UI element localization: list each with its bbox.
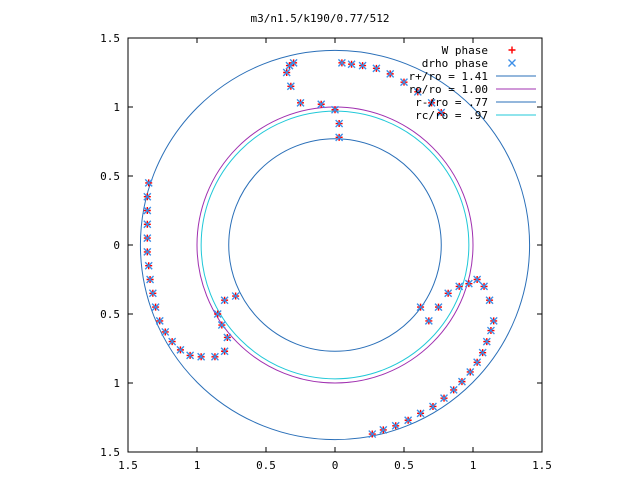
drho-phase-point-0 bbox=[337, 58, 346, 67]
drho-phase-point-56 bbox=[416, 303, 425, 312]
drho-phase-point-5 bbox=[400, 78, 408, 87]
drho-phase-point-42 bbox=[486, 326, 495, 335]
legend-label-0: W phase bbox=[442, 44, 488, 57]
drho-phase-point-31 bbox=[176, 345, 185, 354]
drho-phase-point-16 bbox=[335, 119, 344, 128]
drho-phase-point-20 bbox=[143, 206, 152, 215]
drho-phase-point-1 bbox=[347, 60, 356, 69]
drho-phase-point-12 bbox=[286, 82, 295, 91]
drho-phase-point-25 bbox=[146, 275, 155, 284]
chart-title: m3/n1.5/k190/0.77/512 bbox=[250, 12, 389, 25]
drho-phase-point-33 bbox=[197, 352, 206, 361]
x-tick-label-2: 0.5 bbox=[256, 459, 276, 472]
drho-phase-point-39 bbox=[220, 296, 229, 305]
drho-phase-point-47 bbox=[457, 377, 466, 386]
drho-phase-point-26 bbox=[148, 289, 157, 298]
drho-phase-point-19 bbox=[143, 192, 152, 201]
drho-phase-point-24 bbox=[144, 261, 153, 270]
drho-phase-point-45 bbox=[473, 358, 482, 367]
drho-phase-point-2 bbox=[358, 61, 367, 70]
drho-phase-point-15 bbox=[331, 105, 339, 114]
legend-label-2: r+/ro = 1.41 bbox=[409, 70, 488, 83]
y-tick-label-3: 0 bbox=[113, 239, 120, 252]
drho-phase-point-8 bbox=[437, 108, 446, 117]
drho-phase-point-50 bbox=[428, 402, 437, 411]
drho-phase-point-38 bbox=[213, 310, 222, 318]
y-tick-label-0: 1.5 bbox=[100, 32, 120, 45]
drho-phase-point-11 bbox=[282, 68, 291, 77]
drho-phase-point-63 bbox=[480, 282, 489, 291]
y-tick-label-6: 1.5 bbox=[100, 446, 120, 459]
x-tick-label-5: 1 bbox=[470, 459, 477, 472]
phase-points bbox=[143, 58, 498, 439]
drho-phase-point-54 bbox=[379, 425, 388, 434]
drho-phase-point-7 bbox=[427, 98, 436, 107]
drho-phase-point-51 bbox=[416, 409, 425, 418]
x-tick-label-4: 0.5 bbox=[394, 459, 414, 472]
x-tick-label-3: 0 bbox=[332, 459, 339, 472]
radius-circle-2 bbox=[228, 138, 442, 352]
drho-phase-point-9 bbox=[285, 61, 294, 70]
drho-phase-point-61 bbox=[464, 279, 473, 288]
drho-phase-point-35 bbox=[220, 347, 229, 356]
y-tick-label-1: 1 bbox=[113, 101, 120, 114]
drho-phase-point-13 bbox=[296, 98, 305, 107]
drho-phase-point-44 bbox=[478, 348, 487, 357]
y-tick-label-2: 0.5 bbox=[100, 170, 120, 183]
drho-phase-point-14 bbox=[317, 100, 326, 109]
drho-phase-point-29 bbox=[161, 327, 170, 336]
drho-phase-point-17 bbox=[335, 133, 344, 142]
x-tick-label-1: 1 bbox=[194, 459, 201, 472]
drho-phase-point-28 bbox=[155, 316, 164, 325]
drho-phase-point-40 bbox=[231, 292, 240, 301]
drho-phase-point-57 bbox=[424, 316, 433, 325]
drho-phase-point-48 bbox=[449, 385, 458, 394]
drho-phase-point-62 bbox=[473, 275, 482, 284]
drho-phase-point-43 bbox=[482, 337, 491, 346]
drho-phase-point-18 bbox=[144, 178, 153, 187]
y-tick-label-5: 1 bbox=[113, 377, 120, 390]
drho-phase-point-3 bbox=[372, 64, 381, 73]
drho-phase-point-10 bbox=[289, 58, 298, 67]
drho-phase-point-58 bbox=[434, 303, 443, 312]
y-tick-label-4: 0.5 bbox=[100, 308, 120, 321]
legend-label-4: r-/ro = .77 bbox=[415, 96, 488, 109]
drho-phase-point-32 bbox=[186, 351, 195, 360]
drho-phase-point-34 bbox=[210, 352, 219, 361]
drho-phase-point-4 bbox=[386, 69, 395, 78]
axis-ticks: 1.5 1 0.5 0 0.5 1 1.51.510.500.511.5 bbox=[100, 32, 552, 472]
legend-swatch-0 bbox=[508, 46, 516, 54]
drho-phase-point-30 bbox=[168, 337, 177, 346]
x-tick-label-0: 1.5 bbox=[118, 459, 138, 472]
drho-phase-point-64 bbox=[485, 296, 494, 305]
drho-phase-point-52 bbox=[404, 416, 413, 425]
radius-circle-0 bbox=[139, 49, 531, 441]
drho-phase-point-23 bbox=[143, 247, 152, 256]
legend-label-3: ro/ro = 1.00 bbox=[409, 83, 488, 96]
drho-phase-point-55 bbox=[368, 430, 377, 439]
drho-phase-point-22 bbox=[143, 234, 152, 243]
drho-phase-point-46 bbox=[466, 367, 475, 376]
legend-label-1: drho phase bbox=[422, 57, 488, 70]
drho-phase-point-27 bbox=[151, 303, 160, 312]
drho-phase-point-6 bbox=[413, 87, 422, 96]
legend-swatch-1 bbox=[508, 59, 516, 67]
drho-phase-point-37 bbox=[217, 321, 226, 330]
drho-phase-point-49 bbox=[440, 394, 449, 403]
drho-phase-point-60 bbox=[455, 282, 464, 291]
drho-phase-point-41 bbox=[489, 316, 498, 325]
x-tick-label-6: 1.5 bbox=[532, 459, 552, 472]
drho-phase-point-36 bbox=[223, 333, 232, 342]
legend-label-5: rc/ro = .97 bbox=[415, 109, 488, 122]
drho-phase-point-21 bbox=[143, 220, 152, 229]
drho-phase-point-59 bbox=[444, 289, 453, 298]
drho-phase-point-53 bbox=[391, 421, 400, 430]
